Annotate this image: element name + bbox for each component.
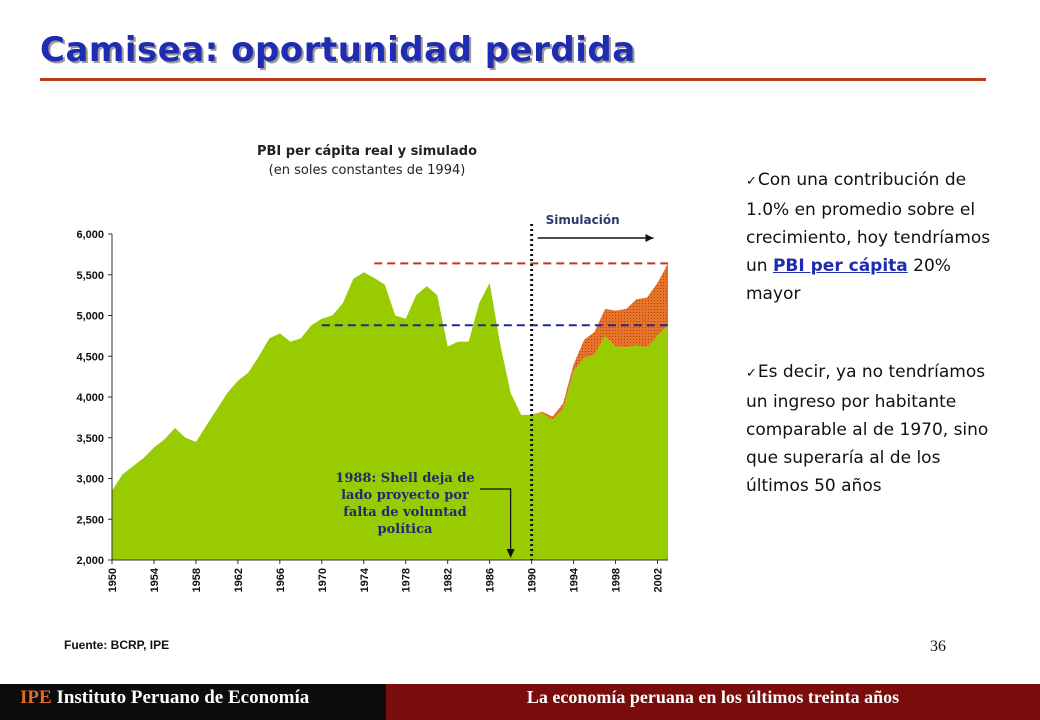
bullet-2: ✓Es decir, ya no tendríamos un ingreso p… [746, 358, 996, 500]
bullet-1-tail: 20% mayor [746, 256, 951, 304]
event-annotation-line: 1988: Shell deja de [335, 471, 474, 486]
x-tick-label: 1966 [275, 568, 287, 592]
slide-title: Camisea: oportunidad perdida [40, 30, 636, 70]
y-tick-label: 3,000 [76, 474, 104, 486]
event-annotation-line: lado proyecto por [341, 488, 469, 503]
chart-subtitle: (en soles constantes de 1994) [268, 163, 466, 178]
footer-org-name: Instituto Peruano de Economía [56, 687, 310, 708]
x-tick-label: 1998 [611, 568, 623, 592]
x-tick-label: 1974 [359, 567, 371, 592]
x-tick-label: 1950 [107, 568, 119, 592]
x-tick-label: 1970 [317, 568, 329, 592]
page-number: 36 [930, 638, 946, 655]
checkmark-icon: ✓ [746, 174, 757, 189]
x-tick-label: 1982 [443, 568, 455, 592]
footer-org-acronym: IPE [20, 687, 52, 708]
y-tick-label: 2,000 [76, 555, 104, 567]
event-annotation-line: política [378, 522, 433, 537]
x-tick-label: 2002 [653, 568, 665, 592]
x-tick-label: 1990 [527, 568, 539, 592]
simulated-area-texture [521, 263, 668, 420]
pbi-chart: 2,000 2,500 3,000 3,500 4,000 4,500 5,000 5,500… [76, 213, 668, 592]
y-tick-label: 4,500 [76, 351, 104, 363]
x-tick-label: 1994 [569, 567, 581, 592]
x-tick-label: 1954 [149, 567, 161, 592]
event-pointer-arrowhead [506, 549, 515, 558]
footer-topic: La economía peruana en los últimos trein… [386, 684, 1040, 720]
title-rule [40, 78, 986, 81]
checkmark-icon: ✓ [746, 366, 757, 381]
x-tick-label: 1958 [191, 568, 203, 592]
chart-title: PBI per cápita real y simulado [256, 144, 478, 159]
y-tick-label: 6,000 [76, 229, 104, 241]
bullet-1-text: Con una contribución de 1.0% en promedio… [746, 170, 991, 276]
y-tick-label: 5,000 [76, 311, 104, 323]
x-tick-label: 1962 [233, 568, 245, 592]
event-annotation-line: falta de voluntad [343, 505, 466, 520]
footer-org: IPE Instituto Peruano de Economía [0, 684, 386, 720]
bullet-list: ✓Con una contribución de 1.0% en promedi… [746, 166, 996, 550]
bullet-1: ✓Con una contribución de 1.0% en promedi… [746, 166, 996, 308]
bullet-2-text: Es decir, ya no tendríamos un ingreso po… [746, 362, 989, 496]
x-tick-label: 1986 [485, 568, 497, 592]
event-pointer-line [480, 488, 512, 552]
simulation-label: Simulación [546, 213, 620, 227]
real-gdp-area [112, 272, 668, 560]
y-tick-label: 3,500 [76, 433, 104, 445]
y-tick-label: 5,500 [76, 270, 104, 282]
y-tick-label: 4,000 [76, 392, 104, 404]
x-tick-label: 1978 [401, 568, 413, 592]
source-note: Fuente: BCRP, IPE [64, 638, 170, 652]
simulation-arrow-head [645, 234, 654, 242]
bullet-1-highlight: PBI per cápita [772, 256, 908, 276]
y-tick-label: 2,500 [76, 514, 104, 526]
